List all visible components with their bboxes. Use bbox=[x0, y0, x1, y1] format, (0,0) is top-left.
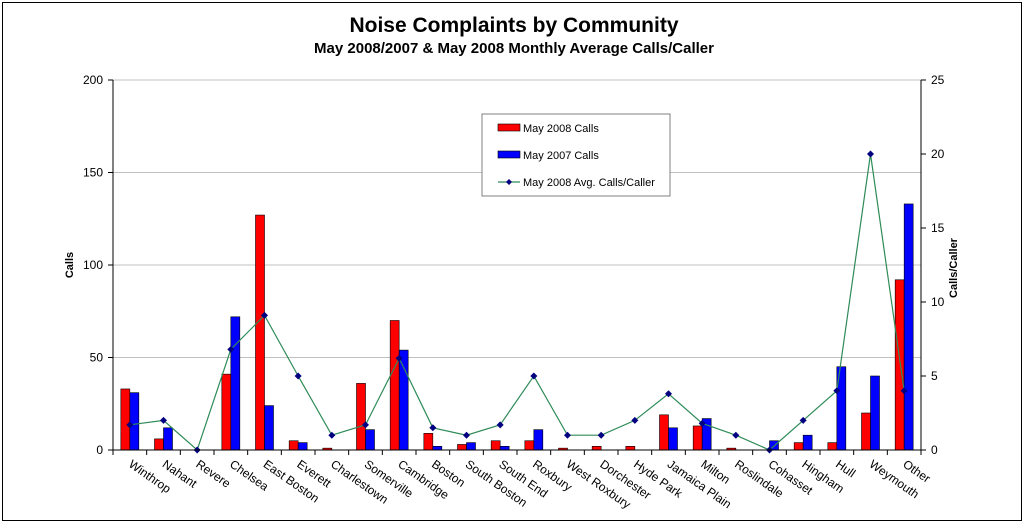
bar-2007-0 bbox=[129, 392, 140, 451]
avg-calls-marker-13 bbox=[564, 431, 571, 439]
bar-2007-8 bbox=[398, 349, 409, 451]
avg-calls-marker-10 bbox=[463, 431, 470, 439]
bar-2007-10 bbox=[466, 442, 476, 451]
y2-axis-label: Calls/Caller bbox=[948, 237, 960, 298]
avg-calls-marker-21 bbox=[833, 387, 841, 395]
bar-2008-12 bbox=[524, 440, 535, 451]
avg-calls-marker-16 bbox=[665, 390, 672, 398]
bar-2007-9 bbox=[432, 445, 443, 451]
y-tick-label: 0 bbox=[96, 443, 103, 457]
bar-2008-7 bbox=[356, 383, 366, 451]
tick-labels: 0 50 100 150 200 0 5 10 15 20 25 bbox=[83, 73, 945, 457]
y-tick-label: 200 bbox=[83, 73, 103, 87]
bar-2007-20 bbox=[802, 434, 813, 451]
bar-2007-12 bbox=[533, 429, 544, 451]
category-label: Revere bbox=[193, 457, 233, 491]
bar-2008-0 bbox=[120, 388, 131, 451]
avg-calls-line bbox=[129, 153, 905, 452]
avg-calls-marker-8 bbox=[395, 354, 403, 362]
bar-2007-11 bbox=[499, 445, 510, 451]
avg-calls-marker-18 bbox=[732, 431, 740, 439]
bar-marks bbox=[120, 203, 914, 451]
y2-tick-label: 0 bbox=[931, 443, 938, 457]
y-axis-label: Calls bbox=[64, 252, 76, 278]
avg-calls-marker-4 bbox=[261, 311, 268, 319]
bar-2008-9 bbox=[423, 433, 434, 451]
bar-2007-22 bbox=[870, 375, 880, 451]
avg-calls-marker-9 bbox=[429, 424, 437, 432]
bar-2008-10 bbox=[457, 444, 467, 451]
chart-subtitle: May 2008/2007 & May 2008 Monthly Average… bbox=[314, 40, 714, 57]
bar-2008-16 bbox=[659, 414, 669, 451]
avg-calls-marker-0 bbox=[126, 421, 134, 429]
avg-calls-marker-7 bbox=[362, 421, 369, 429]
line-series bbox=[126, 150, 908, 454]
legend-label-2007: May 2007 Calls bbox=[523, 150, 599, 162]
bar-2007-23 bbox=[903, 203, 914, 451]
bar-2007-3 bbox=[230, 316, 241, 451]
y-tick-label: 100 bbox=[83, 258, 103, 272]
avg-calls-marker-15 bbox=[631, 416, 639, 424]
y-tick-label: 50 bbox=[90, 351, 104, 365]
chart-title: Noise Complaints by Community bbox=[349, 14, 679, 37]
legend-label-avg: May 2008 Avg. Calls/Caller bbox=[523, 177, 655, 189]
bar-2008-8 bbox=[389, 320, 400, 451]
bar-2007-5 bbox=[297, 442, 308, 451]
bar-2008-15 bbox=[625, 445, 636, 451]
legend-swatch-2008 bbox=[497, 123, 521, 132]
y2-tick-label: 25 bbox=[931, 73, 945, 87]
bar-2008-11 bbox=[490, 440, 501, 451]
avg-calls-marker-23 bbox=[900, 387, 908, 395]
axes bbox=[108, 79, 926, 455]
y2-tick-label: 5 bbox=[931, 369, 938, 383]
bar-2008-3 bbox=[221, 373, 232, 451]
legend-label-2008: May 2008 Calls bbox=[523, 123, 599, 135]
avg-calls-marker-11 bbox=[496, 421, 504, 429]
y2-tick-label: 10 bbox=[931, 295, 945, 309]
bar-2008-21 bbox=[827, 442, 838, 451]
avg-calls-marker-5 bbox=[294, 372, 302, 380]
bar-2007-1 bbox=[163, 427, 173, 451]
bar-2008-22 bbox=[861, 412, 871, 451]
avg-calls-marker-3 bbox=[227, 345, 235, 353]
legend-swatch-2007 bbox=[497, 150, 521, 159]
bar-2008-23 bbox=[894, 279, 905, 451]
avg-calls-marker-14 bbox=[597, 431, 605, 439]
bar-2008-1 bbox=[154, 438, 164, 451]
avg-calls-marker-22 bbox=[867, 150, 874, 158]
bar-2008-17 bbox=[692, 425, 703, 451]
legend-marker-avg bbox=[506, 179, 512, 185]
avg-calls-marker-1 bbox=[160, 416, 167, 424]
bar-2007-7 bbox=[365, 429, 375, 451]
avg-calls-marker-12 bbox=[530, 372, 538, 380]
bar-2008-4 bbox=[255, 214, 265, 451]
avg-calls-marker-20 bbox=[799, 416, 807, 424]
bar-2008-14 bbox=[591, 445, 602, 451]
bar-2007-16 bbox=[668, 427, 678, 451]
avg-calls-marker-6 bbox=[328, 431, 336, 439]
y2-tick-label: 20 bbox=[931, 147, 945, 161]
bar-2007-4 bbox=[264, 405, 274, 451]
bar-2008-20 bbox=[793, 442, 804, 451]
legend: May 2008 Calls May 2007 Calls May 2008 A… bbox=[481, 113, 671, 197]
y-tick-label: 150 bbox=[83, 166, 103, 180]
avg-calls-marker-17 bbox=[698, 419, 706, 427]
y2-tick-label: 15 bbox=[931, 221, 945, 235]
bar-2008-5 bbox=[288, 440, 299, 451]
